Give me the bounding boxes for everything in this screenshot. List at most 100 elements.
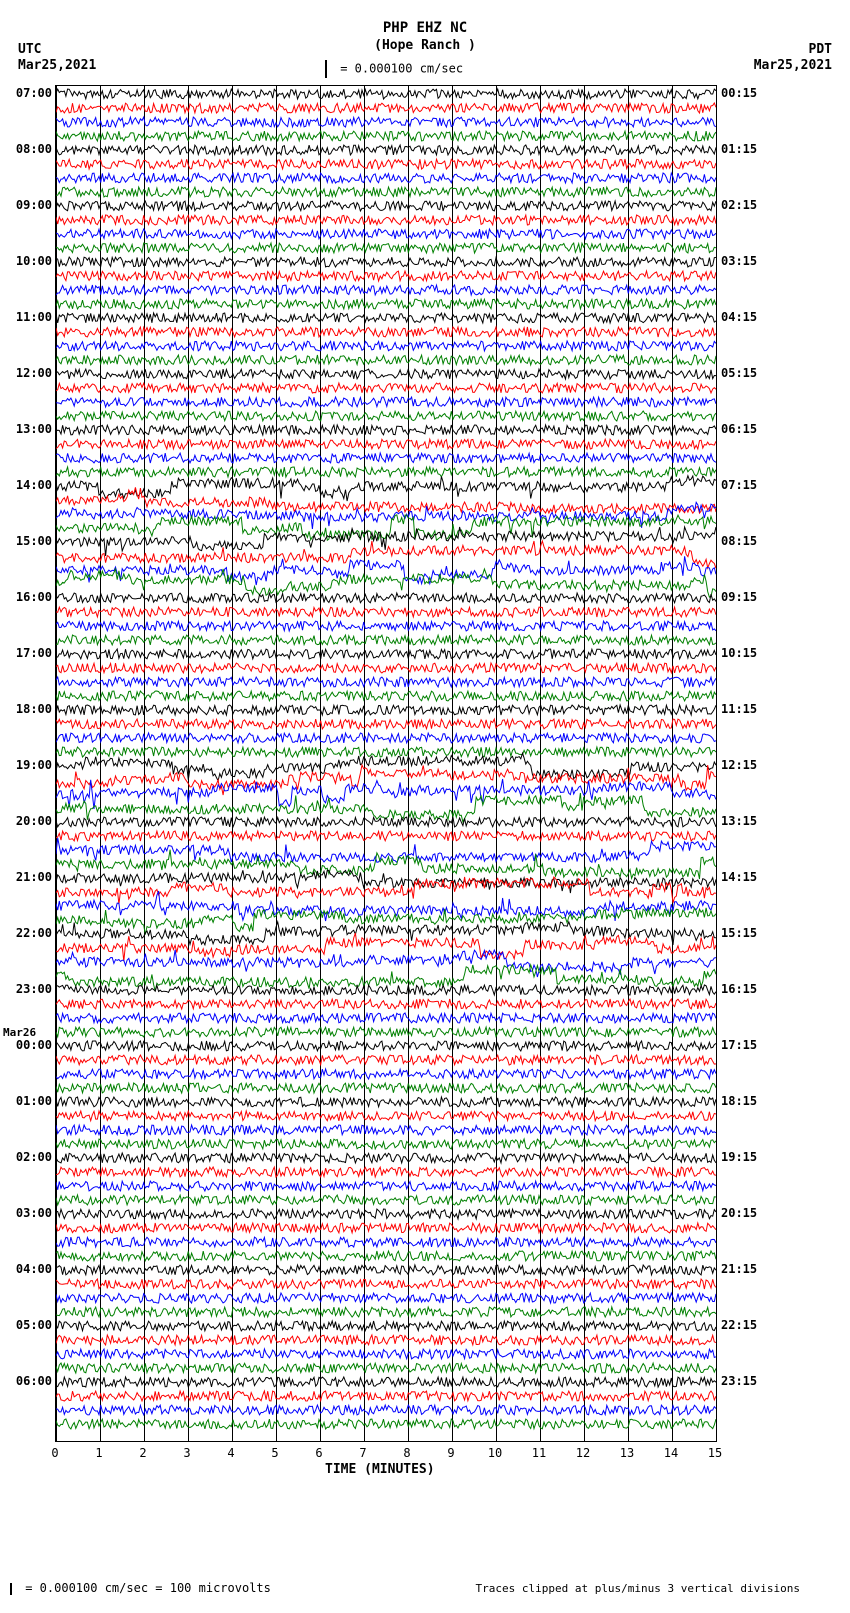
seismic-trace bbox=[56, 257, 716, 267]
seismic-trace bbox=[56, 733, 716, 743]
seismic-trace bbox=[56, 1097, 716, 1107]
x-tick-label: 9 bbox=[441, 1446, 461, 1460]
footer-left-text: = 0.000100 cm/sec = 100 microvolts bbox=[25, 1581, 271, 1595]
seismic-trace bbox=[56, 1069, 716, 1079]
seismic-trace bbox=[56, 1083, 716, 1093]
scale-text: = 0.000100 cm/sec bbox=[340, 62, 463, 76]
seismic-trace bbox=[56, 1363, 716, 1373]
right-time-label: 00:15 bbox=[721, 86, 771, 100]
seismic-trace bbox=[56, 1041, 716, 1051]
right-time-label: 19:15 bbox=[721, 1150, 771, 1164]
seismic-trace bbox=[56, 487, 716, 513]
left-time-label: 15:00 bbox=[2, 534, 52, 548]
seismic-trace bbox=[56, 705, 716, 715]
right-time-label: 01:15 bbox=[721, 142, 771, 156]
left-time-label: 21:00 bbox=[2, 870, 52, 884]
left-time-label: 23:00 bbox=[2, 982, 52, 996]
footer-right: Traces clipped at plus/minus 3 vertical … bbox=[475, 1582, 800, 1595]
right-time-label: 21:15 bbox=[721, 1262, 771, 1276]
seismic-trace bbox=[56, 467, 716, 477]
left-time-label: 02:00 bbox=[2, 1150, 52, 1164]
date-left: Mar25,2021 bbox=[18, 58, 96, 73]
seismic-trace bbox=[56, 439, 716, 449]
seismic-trace bbox=[56, 1391, 716, 1401]
seismic-trace bbox=[56, 215, 716, 225]
seismic-trace bbox=[56, 663, 716, 673]
x-tick-label: 13 bbox=[617, 1446, 637, 1460]
seismic-trace bbox=[56, 1139, 716, 1149]
station-title: PHP EHZ NC bbox=[0, 20, 850, 36]
seismic-trace bbox=[56, 1125, 716, 1135]
x-tick-label: 11 bbox=[529, 1446, 549, 1460]
seismic-trace bbox=[56, 411, 716, 421]
left-time-label: 04:00 bbox=[2, 1262, 52, 1276]
seismic-trace bbox=[56, 145, 716, 155]
seismic-trace bbox=[56, 1055, 716, 1065]
seismic-trace bbox=[56, 285, 716, 295]
left-time-label: 16:00 bbox=[2, 590, 52, 604]
seismic-trace bbox=[56, 527, 716, 556]
tz-right: PDT bbox=[809, 42, 832, 57]
right-time-label: 03:15 bbox=[721, 254, 771, 268]
seismic-trace bbox=[56, 1209, 716, 1219]
seismic-trace bbox=[56, 243, 716, 253]
right-time-label: 11:15 bbox=[721, 702, 771, 716]
seismic-trace bbox=[56, 1027, 716, 1037]
seismic-trace bbox=[56, 999, 716, 1009]
seismic-trace bbox=[56, 1321, 716, 1331]
right-time-label: 15:15 bbox=[721, 926, 771, 940]
left-time-label: 11:00 bbox=[2, 310, 52, 324]
seismic-trace bbox=[56, 747, 716, 757]
seismic-trace bbox=[56, 453, 716, 463]
seismic-trace bbox=[56, 131, 716, 141]
seismic-trace bbox=[56, 933, 716, 961]
right-time-label: 09:15 bbox=[721, 590, 771, 604]
left-time-label: 18:00 bbox=[2, 702, 52, 716]
seismic-trace bbox=[56, 719, 716, 729]
seismic-trace bbox=[56, 383, 716, 393]
plot-area bbox=[55, 85, 717, 1442]
x-tick-label: 10 bbox=[485, 1446, 505, 1460]
seismic-trace bbox=[56, 1153, 716, 1163]
seismic-trace bbox=[56, 271, 716, 281]
seismic-trace bbox=[56, 369, 716, 379]
right-time-label: 22:15 bbox=[721, 1318, 771, 1332]
seismic-trace bbox=[56, 831, 716, 841]
seismic-trace bbox=[56, 159, 716, 169]
scale-indicator: = 0.000100 cm/sec bbox=[325, 60, 463, 78]
left-time-label: 22:00 bbox=[2, 926, 52, 940]
date-right: Mar25,2021 bbox=[754, 58, 832, 73]
seismic-trace bbox=[56, 355, 716, 365]
seismic-trace bbox=[56, 817, 716, 827]
right-time-label: 17:15 bbox=[721, 1038, 771, 1052]
scale-bar-icon bbox=[325, 60, 327, 78]
seismic-trace bbox=[56, 635, 716, 645]
seismic-trace bbox=[56, 425, 716, 435]
seismic-trace bbox=[56, 1195, 716, 1205]
x-tick-label: 2 bbox=[133, 1446, 153, 1460]
right-time-label: 06:15 bbox=[721, 422, 771, 436]
left-time-label: 10:00 bbox=[2, 254, 52, 268]
x-tick-label: 14 bbox=[661, 1446, 681, 1460]
footer-scale-bar-icon bbox=[10, 1583, 12, 1595]
seismic-trace bbox=[56, 341, 716, 351]
right-time-label: 04:15 bbox=[721, 310, 771, 324]
left-time-label: 00:00 bbox=[2, 1038, 52, 1052]
seismic-trace bbox=[56, 1377, 716, 1387]
left-time-label: 14:00 bbox=[2, 478, 52, 492]
left-time-label: 13:00 bbox=[2, 422, 52, 436]
tz-left: UTC bbox=[18, 42, 41, 57]
x-tick-label: 0 bbox=[45, 1446, 65, 1460]
right-time-label: 18:15 bbox=[721, 1094, 771, 1108]
right-time-label: 02:15 bbox=[721, 198, 771, 212]
left-time-label: 17:00 bbox=[2, 646, 52, 660]
seismic-trace bbox=[56, 173, 716, 183]
seismic-trace bbox=[56, 1251, 716, 1261]
seismic-trace bbox=[56, 1265, 716, 1275]
x-tick-label: 12 bbox=[573, 1446, 593, 1460]
left-time-label: 08:00 bbox=[2, 142, 52, 156]
x-tick-label: 1 bbox=[89, 1446, 109, 1460]
seismic-trace bbox=[56, 1237, 716, 1247]
seismic-trace bbox=[56, 1307, 716, 1317]
x-tick-label: 15 bbox=[705, 1446, 725, 1460]
